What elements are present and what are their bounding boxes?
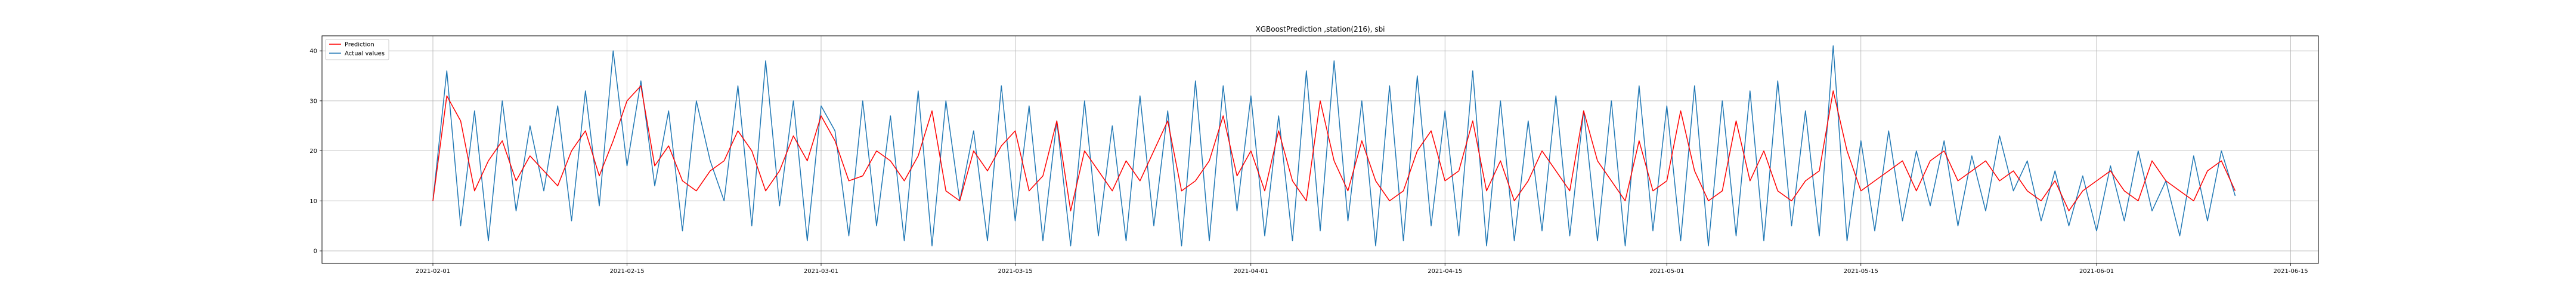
legend-box	[325, 39, 389, 60]
chart-title: XGBoostPrediction ,station(216), sbi	[1255, 25, 1385, 33]
x-tick-label: 2021-03-01	[804, 268, 838, 275]
y-tick-label: 40	[309, 48, 317, 55]
series-line-actual-values	[432, 45, 2236, 247]
x-tick-label: 2021-06-01	[2079, 268, 2114, 275]
series-line-prediction	[432, 85, 2236, 211]
x-tick-label: 2021-03-15	[998, 268, 1032, 275]
x-tick-label: 2021-02-01	[416, 268, 450, 275]
plot-frame	[321, 35, 2319, 264]
y-tick-label: 30	[309, 98, 317, 105]
x-tick-label: 2021-05-01	[1649, 268, 1684, 275]
legend-label-actual-values: Actual values	[345, 51, 385, 57]
y-tick-label: 20	[309, 148, 317, 155]
y-tick-label: 10	[309, 198, 317, 205]
x-tick-label: 2021-04-01	[1234, 268, 1268, 275]
x-tick-label: 2021-02-15	[609, 268, 644, 275]
x-tick-label: 2021-04-15	[1428, 268, 1462, 275]
series-layer	[432, 45, 2236, 247]
x-tick-label: 2021-05-15	[1844, 268, 1878, 275]
x-tick-label: 2021-06-15	[2273, 268, 2308, 275]
axis-layer: 2021-02-01 2021-02-15 2021-03-01 2021-03-15…	[309, 48, 2308, 275]
legend-label-prediction: Prediction	[345, 42, 374, 48]
legend: Prediction Actual values	[325, 39, 389, 60]
y-tick-label: 0	[314, 248, 317, 255]
